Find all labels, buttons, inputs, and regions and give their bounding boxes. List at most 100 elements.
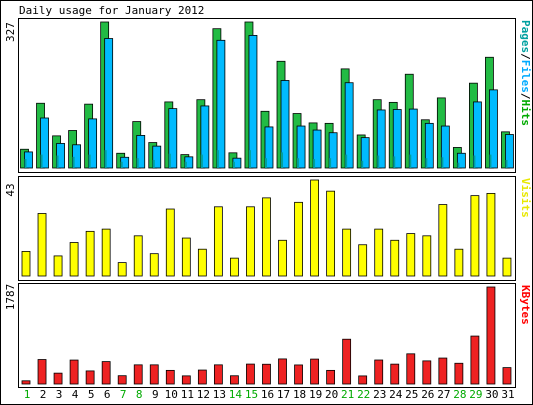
bar-pages-day-28 (457, 162, 460, 168)
bar-pages-day-4 (72, 156, 75, 168)
day-label: 19 (309, 388, 322, 401)
bar-visits-day-15 (246, 206, 255, 277)
bar-visits-day-26 (422, 235, 432, 277)
bar-pages-day-5 (88, 154, 91, 168)
series-visits (21, 179, 512, 277)
day-label: 15 (245, 388, 258, 401)
day-label: 30 (485, 388, 498, 401)
bar-visits-day-13 (213, 206, 223, 277)
day-label: 2 (40, 388, 47, 401)
bar-pages-day-25 (409, 154, 412, 168)
day-label: 11 (181, 388, 194, 401)
day-label: 14 (229, 388, 243, 401)
bar-kbytes-day-15 (246, 363, 255, 385)
bar-files-day-15 (248, 34, 258, 169)
bar-kbytes-day-26 (422, 360, 432, 385)
bar-pages-day-7 (120, 161, 123, 168)
bar-visits-day-9 (149, 253, 159, 277)
day-label: 29 (469, 388, 482, 401)
bar-kbytes-day-20 (326, 369, 336, 385)
day-label: 9 (152, 388, 159, 401)
legend: Visits (519, 178, 532, 218)
panel-bottom: 1787 KBytes (4, 283, 532, 388)
bar-files-day-22 (360, 137, 370, 169)
day-label: 4 (72, 388, 79, 401)
bar-kbytes-day-25 (406, 353, 416, 385)
bar-pages-day-8 (136, 158, 139, 168)
bar-kbytes-day-27 (438, 357, 448, 385)
bar-files-day-31 (505, 134, 514, 169)
y-max-label: 327 (4, 22, 17, 42)
legend-visits: Visits (519, 178, 532, 218)
bar-kbytes-day-4 (69, 359, 79, 385)
bar-pages-day-22 (361, 160, 364, 168)
bar-files-day-19 (312, 129, 322, 169)
legend: Pages/Files/Hits (519, 20, 532, 126)
bar-files-day-10 (168, 108, 178, 169)
bar-kbytes-day-16 (262, 363, 271, 385)
day-label: 21 (341, 388, 354, 401)
day-label: 16 (261, 388, 274, 401)
day-label: 12 (197, 388, 210, 401)
bar-kbytes-day-23 (374, 359, 384, 385)
bar-pages-day-18 (297, 158, 300, 168)
bar-kbytes-day-24 (390, 363, 400, 385)
bar-files-day-25 (408, 108, 418, 169)
bar-kbytes-day-7 (117, 375, 127, 385)
bar-pages-day-2 (40, 154, 43, 168)
bar-visits-day-14 (230, 257, 239, 277)
bar-visits-day-8 (133, 235, 143, 277)
day-label: 31 (501, 388, 514, 401)
bar-visits-day-10 (165, 208, 175, 277)
panel-top: 327 Pages/Files/Hits (4, 18, 532, 173)
bar-kbytes-day-31 (502, 367, 512, 385)
day-label: 1 (24, 388, 31, 401)
bar-pages-day-6 (104, 150, 107, 168)
bar-pages-day-29 (473, 155, 476, 168)
bar-visits-day-12 (197, 248, 207, 277)
day-label: 13 (213, 388, 226, 401)
legend-separator: / (519, 53, 532, 60)
legend-separator: / (519, 93, 532, 100)
day-label: 20 (325, 388, 338, 401)
bar-kbytes-day-21 (342, 338, 352, 385)
bar-visits-day-16 (262, 197, 271, 277)
day-label: 28 (453, 388, 466, 401)
bar-pages-day-9 (152, 159, 155, 168)
bar-files-day-21 (344, 82, 354, 169)
bar-pages-day-21 (345, 154, 348, 168)
bar-files-day-27 (440, 125, 450, 169)
y-max-label: 1787 (4, 284, 17, 311)
bar-kbytes-day-17 (278, 358, 287, 385)
day-label: 27 (437, 388, 450, 401)
legend-text: Pages/Files/Hits (519, 20, 532, 126)
bar-visits-day-23 (374, 228, 384, 277)
bar-visits-day-18 (294, 201, 303, 277)
bar-pages-day-24 (393, 156, 396, 168)
bar-files-day-12 (200, 105, 210, 169)
bar-kbytes-day-29 (470, 335, 480, 385)
series-files (24, 34, 514, 169)
bar-visits-day-17 (278, 239, 287, 277)
bar-visits-day-5 (85, 230, 95, 277)
bar-pages-day-15 (248, 150, 251, 168)
bar-kbytes-day-11 (181, 375, 191, 385)
legend-files: Files (519, 60, 532, 93)
bar-pages-day-23 (377, 155, 380, 168)
bar-kbytes-day-22 (358, 375, 368, 385)
bar-kbytes-day-30 (486, 286, 496, 385)
bar-kbytes-day-14 (230, 375, 239, 385)
legend-text: Visits (519, 178, 532, 218)
bar-pages-day-10 (168, 153, 171, 168)
bar-visits-day-29 (470, 195, 480, 277)
bar-files-day-8 (136, 135, 146, 169)
bar-kbytes-day-6 (101, 361, 111, 385)
chart-title: Daily usage for January 2012 (19, 4, 204, 17)
bar-files-day-16 (264, 126, 274, 169)
day-label: 25 (405, 388, 418, 401)
legend-pages: Pages (519, 20, 532, 53)
series-pages (24, 150, 508, 168)
bar-pages-day-1 (24, 159, 27, 168)
bar-visits-day-3 (53, 255, 63, 277)
